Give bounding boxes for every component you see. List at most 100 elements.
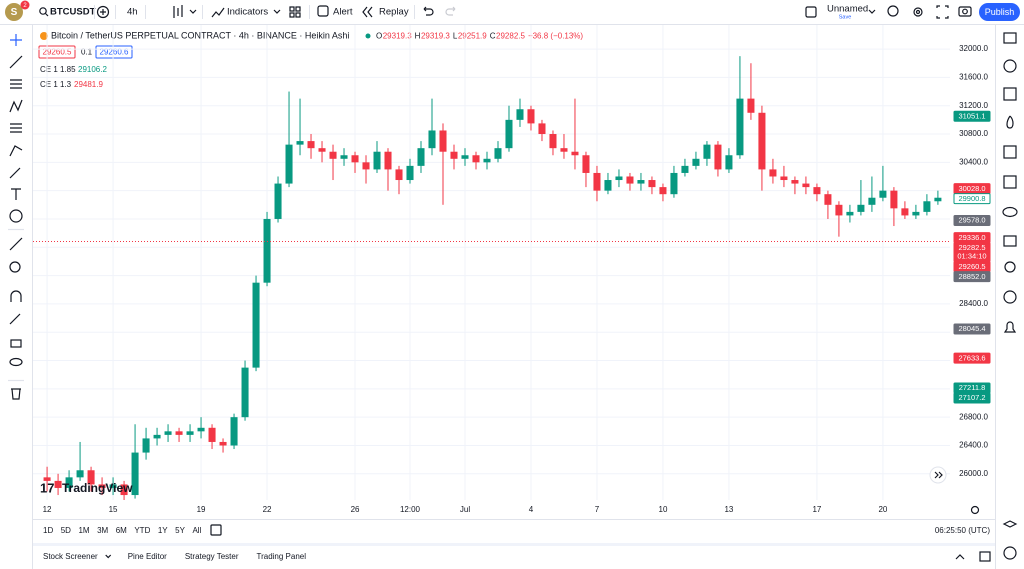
price-label: 30028.0: [958, 184, 985, 193]
panel-tab[interactable]: Strategy Tester: [185, 552, 239, 561]
ideas-button[interactable]: [1002, 206, 1018, 218]
interval[interactable]: 4h: [127, 7, 138, 18]
timeframe-button[interactable]: 1D: [43, 526, 53, 535]
candle-body: [384, 151, 392, 170]
x-tick-label: 26: [351, 505, 360, 514]
timeframe-button[interactable]: YTD: [134, 526, 150, 535]
emoji-tool[interactable]: [9, 209, 23, 223]
goto-date[interactable]: [210, 524, 222, 536]
pattern-tool[interactable]: [9, 99, 23, 113]
brush-tool[interactable]: [9, 145, 23, 157]
timeframe-button[interactable]: All: [192, 526, 201, 535]
compare-button[interactable]: [96, 5, 110, 19]
timeframe-button[interactable]: 1M: [78, 526, 89, 535]
symbol[interactable]: BTCUSDT: [50, 7, 96, 18]
calendar-button[interactable]: [1003, 145, 1017, 159]
measure-tool[interactable]: [9, 237, 23, 251]
candle-body: [351, 155, 359, 163]
candle-body: [318, 148, 326, 152]
magnet-tool[interactable]: [10, 290, 22, 302]
x-tick-label: 17: [812, 505, 821, 514]
price-label: 29282.5: [958, 243, 985, 252]
alert-icon: [317, 5, 329, 17]
fib-tool[interactable]: [10, 79, 22, 89]
panel-tab[interactable]: Trading Panel: [257, 552, 307, 561]
chart-legend: Bitcoin / TetherUS PERPETUAL CONTRACT · …: [38, 30, 583, 89]
pen-tool[interactable]: [9, 167, 21, 179]
publish-button[interactable]: [979, 3, 1020, 21]
hide-tool[interactable]: [9, 357, 23, 367]
y-tick-label: 30800.0: [959, 129, 988, 138]
candle-body: [230, 417, 238, 446]
plot-area: [33, 25, 950, 500]
price-box-value: 29260.6: [100, 48, 129, 57]
replay-button[interactable]: Replay: [379, 7, 409, 18]
candle-body: [219, 441, 227, 446]
settings-button[interactable]: [913, 7, 923, 17]
panel-tab[interactable]: Pine Editor: [128, 552, 167, 561]
lock-tool[interactable]: [10, 339, 22, 348]
x-tick-label: 22: [263, 505, 272, 514]
redo-button[interactable]: [445, 6, 456, 16]
layout-name[interactable]: Unnamed: [827, 4, 868, 15]
chart-type-icon[interactable]: [173, 5, 183, 18]
timeframe-button[interactable]: 1Y: [158, 526, 168, 535]
collapse-panel[interactable]: [955, 554, 965, 560]
layers-button[interactable]: [1002, 520, 1018, 528]
watchlist-button[interactable]: [1003, 32, 1017, 44]
chevron: [868, 9, 876, 14]
quick-search[interactable]: [887, 5, 899, 17]
notifications-button[interactable]: [1003, 321, 1017, 333]
avatar[interactable]: [5, 3, 23, 21]
help-button[interactable]: [1003, 546, 1017, 560]
candle-body: [714, 144, 722, 170]
stay-drawing-tool[interactable]: [9, 313, 21, 325]
timeframe-button[interactable]: 3M: [97, 526, 108, 535]
prediction-tool[interactable]: [10, 123, 22, 133]
snapshot-button[interactable]: [958, 6, 972, 17]
candle-body: [670, 172, 678, 195]
templates-icon[interactable]: [289, 6, 295, 12]
candle-body: [604, 180, 612, 191]
timeframe-button[interactable]: 5Y: [175, 526, 185, 535]
candle-body: [681, 165, 689, 173]
candle-body: [208, 427, 216, 442]
timeframe-bar: 1D 5D 1M 3M 6M YTD 1Y 5Y All: [43, 526, 202, 535]
candle-body: [109, 484, 117, 488]
alerts-button[interactable]: [1003, 59, 1017, 73]
axis-settings[interactable]: [970, 505, 980, 515]
candle-body: [549, 134, 557, 149]
text-tool[interactable]: [11, 188, 21, 200]
calendar-button[interactable]: [1003, 290, 1017, 304]
price-label-box: [953, 110, 991, 122]
news-button[interactable]: [1003, 87, 1017, 101]
indicators-button[interactable]: Indicators: [227, 7, 268, 18]
crosshair-tool[interactable]: [10, 34, 22, 46]
candle-body: [362, 162, 370, 170]
timeframe-button[interactable]: 5D: [61, 526, 71, 535]
candle-body: [307, 141, 315, 149]
panel-tab[interactable]: Stock Screener: [43, 552, 98, 561]
ohlc-value: 29319.3: [421, 32, 450, 41]
remove-tool[interactable]: [11, 388, 21, 400]
indicator-value: 29106.2: [78, 65, 107, 74]
layout-icon[interactable]: [805, 6, 817, 18]
undo-button[interactable]: [423, 6, 434, 16]
x-tick-label: Jul: [460, 505, 470, 514]
price-label-box: [953, 215, 991, 227]
hotlist-button[interactable]: [1006, 115, 1014, 129]
maximize-panel[interactable]: [979, 551, 991, 562]
alert-button[interactable]: Alert: [333, 7, 353, 18]
chats-button[interactable]: [1003, 235, 1017, 247]
price-label: 29336.0: [958, 233, 985, 242]
trendline-tool[interactable]: [9, 55, 23, 69]
notes-button[interactable]: [1003, 175, 1017, 189]
streams-button[interactable]: [1004, 261, 1016, 273]
fullscreen-button[interactable]: [936, 5, 949, 19]
zoom-tool[interactable]: [9, 261, 21, 273]
search-icon[interactable]: [39, 7, 47, 15]
price-label: 28852.0: [958, 272, 985, 281]
timeframe-button[interactable]: 6M: [116, 526, 127, 535]
